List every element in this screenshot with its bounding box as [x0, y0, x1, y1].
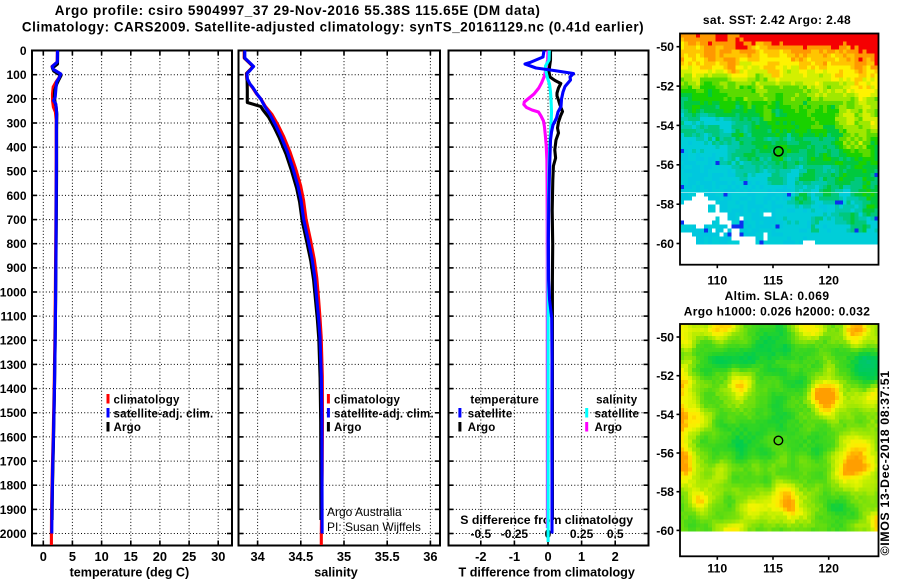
svg-text:1: 1	[578, 549, 585, 564]
svg-text:T difference from climatology: T difference from climatology	[459, 565, 635, 579]
svg-text:Argo: Argo	[468, 422, 496, 434]
svg-text:900: 900	[6, 261, 26, 275]
svg-text:35.5: 35.5	[375, 549, 400, 564]
svg-text:200: 200	[6, 92, 26, 106]
svg-text:10: 10	[94, 549, 108, 564]
svg-text:temperature: temperature	[470, 394, 539, 406]
svg-text:20: 20	[153, 549, 167, 564]
svg-text:Argo h1000: 0.026 h2000: 0.032: Argo h1000: 0.026 h2000: 0.032	[684, 305, 870, 319]
svg-text:satellite-adj. clim.: satellite-adj. clim.	[334, 408, 434, 420]
svg-text:2000: 2000	[0, 527, 27, 541]
svg-text:-2: -2	[475, 549, 486, 564]
svg-text:-60: -60	[656, 237, 674, 251]
svg-text:-60: -60	[656, 524, 674, 538]
svg-text:-54: -54	[656, 119, 674, 133]
svg-text:-50: -50	[656, 40, 674, 54]
svg-text:satellite: satellite	[595, 408, 640, 420]
svg-text:100: 100	[6, 68, 26, 82]
svg-text:300: 300	[6, 116, 26, 130]
svg-text:climatology: climatology	[334, 394, 401, 406]
svg-text:0: 0	[544, 549, 551, 564]
svg-text:15: 15	[124, 549, 138, 564]
svg-text:Argo Australia: Argo Australia	[327, 505, 402, 519]
svg-text:-54: -54	[656, 408, 674, 422]
svg-text:25: 25	[182, 549, 196, 564]
svg-text:2: 2	[612, 549, 619, 564]
svg-text:Climatology: CARS2009. Satelli: Climatology: CARS2009. Satellite-adjuste…	[22, 20, 644, 35]
svg-text:110: 110	[707, 273, 727, 287]
svg-text:Altim. SLA: 0.069: Altim. SLA: 0.069	[725, 289, 830, 303]
svg-text:34.5: 34.5	[288, 549, 313, 564]
svg-text:-1: -1	[509, 549, 520, 564]
svg-text:35: 35	[337, 549, 351, 564]
svg-text:-50: -50	[656, 330, 674, 344]
svg-text:30: 30	[211, 549, 225, 564]
svg-text:temperature (deg C): temperature (deg C)	[70, 565, 190, 579]
svg-text:satellite-adj. clim.: satellite-adj. clim.	[114, 408, 214, 420]
svg-text:climatology: climatology	[114, 394, 181, 406]
svg-text:-58: -58	[656, 485, 674, 499]
svg-text:600: 600	[6, 189, 26, 203]
svg-text:-56: -56	[656, 158, 674, 172]
svg-text:1600: 1600	[0, 430, 27, 444]
svg-text:1300: 1300	[0, 358, 27, 372]
svg-text:1700: 1700	[0, 454, 27, 468]
svg-text:34: 34	[250, 549, 265, 564]
svg-text:-0.5: -0.5	[470, 527, 491, 541]
svg-text:120: 120	[818, 561, 839, 575]
svg-text:0: 0	[20, 44, 27, 58]
svg-text:-58: -58	[656, 198, 674, 212]
svg-text:salinity: salinity	[314, 565, 357, 579]
svg-text:Argo profile: csiro 5904997_37: Argo profile: csiro 5904997_37 29-Nov-20…	[55, 3, 541, 18]
svg-text:120: 120	[818, 273, 839, 287]
svg-text:115: 115	[763, 561, 783, 575]
svg-text:0: 0	[40, 549, 47, 564]
svg-text:Argo: Argo	[114, 422, 142, 434]
svg-text:1900: 1900	[0, 503, 27, 517]
svg-text:1500: 1500	[0, 406, 27, 420]
svg-text:400: 400	[6, 141, 26, 155]
svg-text:Argo: Argo	[595, 422, 623, 434]
svg-text:salinity: salinity	[596, 394, 638, 406]
svg-text:700: 700	[6, 213, 26, 227]
svg-text:-52: -52	[656, 369, 674, 383]
svg-text:1400: 1400	[0, 382, 27, 396]
svg-text:1100: 1100	[0, 310, 26, 324]
svg-text:1000: 1000	[0, 285, 27, 299]
svg-text:-56: -56	[656, 446, 674, 460]
svg-text:sat. SST: 2.42 Argo: 2.48: sat. SST: 2.42 Argo: 2.48	[703, 13, 851, 27]
svg-text:115: 115	[763, 273, 783, 287]
svg-text:PI: Susan Wijffels: PI: Susan Wijffels	[327, 520, 421, 534]
svg-text:1800: 1800	[0, 479, 27, 493]
svg-text:800: 800	[6, 237, 26, 251]
svg-text:500: 500	[6, 165, 26, 179]
svg-text:Argo: Argo	[334, 422, 362, 434]
svg-text:0.5: 0.5	[607, 527, 624, 541]
svg-text:1200: 1200	[0, 334, 27, 348]
svg-text:-0.25: -0.25	[501, 527, 529, 541]
svg-text:36: 36	[423, 549, 437, 564]
svg-text:110: 110	[707, 561, 727, 575]
svg-text:©IMOS 13-Dec-2018 08:37:51: ©IMOS 13-Dec-2018 08:37:51	[878, 370, 892, 555]
svg-text:satellite: satellite	[468, 408, 513, 420]
svg-text:0.25: 0.25	[570, 527, 594, 541]
svg-text:-52: -52	[656, 80, 674, 94]
svg-text:5: 5	[69, 549, 76, 564]
